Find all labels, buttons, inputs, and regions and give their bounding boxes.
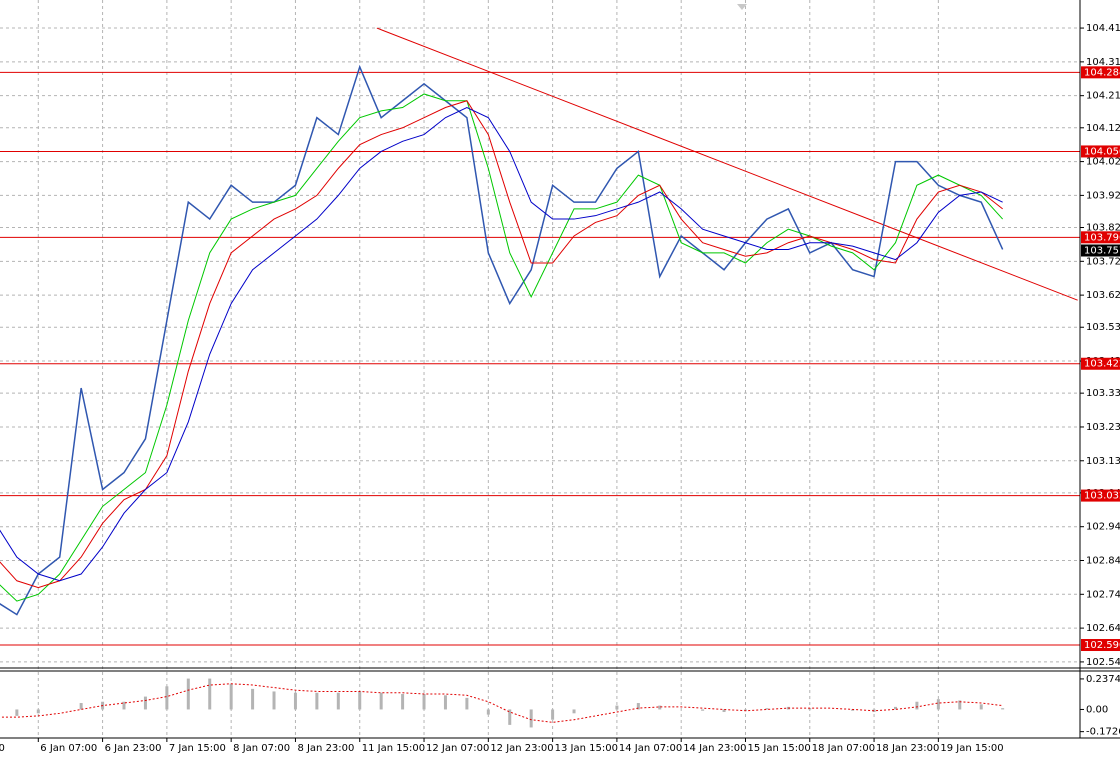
level-label-box xyxy=(1081,145,1120,158)
y-tick-label: 103.725 xyxy=(1086,256,1120,267)
x-tick-label: 7 Jan 15:00 xyxy=(169,743,226,754)
current-price-box xyxy=(1081,244,1120,257)
y-tick-label: 0.2374 xyxy=(1086,674,1120,685)
y-tick-label: 104.315 xyxy=(1086,57,1120,68)
x-tick-label: 18 Jan 07:00 xyxy=(812,743,875,754)
x-tick-label: 12 Jan 07:00 xyxy=(426,743,489,754)
level-label-box xyxy=(1081,66,1120,79)
y-tick-label: 103.625 xyxy=(1086,290,1120,301)
y-tick-label: 102.940 xyxy=(1086,522,1120,533)
y-tick-label: 102.540 xyxy=(1086,657,1120,668)
trendline xyxy=(376,27,1078,301)
level-label: 103.796 xyxy=(1084,232,1120,243)
x-tick-label: 8 Jan 07:00 xyxy=(233,743,290,754)
level-label-box xyxy=(1081,357,1120,370)
shift-marker xyxy=(737,4,747,10)
y-tick-label: 104.120 xyxy=(1086,123,1120,134)
x-tick-label: 14 Jan 07:00 xyxy=(619,743,682,754)
moving-average xyxy=(0,93,1004,602)
x-tick-label: 15 Jan 15:00 xyxy=(747,743,810,754)
current-price-label: 103.757 xyxy=(1084,246,1120,257)
y-tick-label: 103.335 xyxy=(1086,388,1120,399)
y-tick-label: 104.215 xyxy=(1086,91,1120,102)
x-tick-label: 14 Jan 23:00 xyxy=(683,743,746,754)
x-tick-label: 18 Jan 23:00 xyxy=(876,743,939,754)
y-tick-label: 103.135 xyxy=(1086,456,1120,467)
y-tick-label: 103.235 xyxy=(1086,422,1120,433)
y-tick-label: 104.415 xyxy=(1086,23,1120,34)
x-tick-label: 6 Jan 23:00 xyxy=(105,743,162,754)
y-tick-label: 104.020 xyxy=(1086,157,1120,168)
x-tick-label: 12 Jan 23:00 xyxy=(490,743,553,754)
y-tick-label: 102.640 xyxy=(1086,623,1120,634)
y-tick-label: 102.740 xyxy=(1086,589,1120,600)
x-tick-label: 11 Jan 15:00 xyxy=(362,743,425,754)
level-label-box xyxy=(1081,639,1120,652)
x-tick-label: 6 Jan 07:00 xyxy=(40,743,97,754)
y-tick-label: 103.825 xyxy=(1086,223,1120,234)
x-tick-label: 13 Jan 15:00 xyxy=(555,743,618,754)
x-tick-label: 15:00 xyxy=(0,743,5,754)
y-tick-label: 0.00 xyxy=(1086,704,1108,715)
level-label: 104.284 xyxy=(1084,67,1120,78)
y-tick-label: -0.1726 xyxy=(1086,727,1120,738)
y-tick-label: 102.840 xyxy=(1086,555,1120,566)
y-tick-label: 103.920 xyxy=(1086,190,1120,201)
level-label-box xyxy=(1081,489,1120,502)
moving-average xyxy=(0,106,1003,582)
level-label: 102.590 xyxy=(1084,640,1120,651)
level-label-box xyxy=(1081,231,1120,244)
signal-line xyxy=(0,683,1003,723)
level-label: 104.050 xyxy=(1084,146,1120,157)
level-label: 103.422 xyxy=(1084,359,1120,370)
x-tick-label: 19 Jan 15:00 xyxy=(940,743,1003,754)
x-tick-label: 8 Jan 23:00 xyxy=(297,743,354,754)
level-label: 103.032 xyxy=(1084,491,1120,502)
y-tick-label: 103.530 xyxy=(1086,322,1120,333)
